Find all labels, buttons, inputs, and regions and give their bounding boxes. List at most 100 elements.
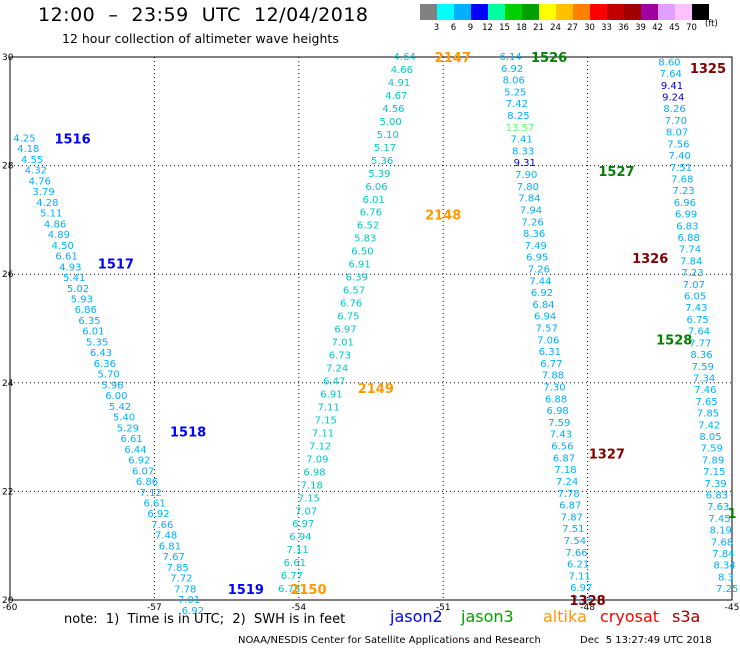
swh-value: 6.77 (540, 359, 562, 370)
swh-value: 6.00 (105, 391, 127, 402)
swh-value: 7.25 (716, 584, 738, 595)
swh-value: 7.41 (510, 135, 532, 146)
swh-value: 7.59 (701, 444, 723, 455)
footnote: note: 1) Time is in UTC; 2) SWH is in fe… (64, 612, 346, 627)
pass-number: 1 (727, 507, 736, 522)
swh-value: 7.56 (667, 139, 689, 150)
legend-label: 45 (669, 23, 680, 33)
swh-value: 7.23 (672, 186, 694, 197)
swh-value: 13.57 (506, 123, 535, 134)
swh-value: 6.92 (531, 288, 553, 299)
swh-value: 6.84 (532, 300, 554, 311)
swh-value: 4.91 (388, 78, 410, 89)
data-points: 4.254.184.554.324.763.794.285.114.864.89… (13, 52, 738, 617)
swh-value: 6.01 (363, 195, 385, 206)
legend-swatch (624, 4, 641, 20)
swh-value: 6.31 (539, 347, 561, 358)
swh-value: 8.34 (713, 561, 735, 572)
satellite-name: jason3 (461, 607, 514, 626)
legend-label: 15 (499, 23, 510, 33)
swh-value: 6.73 (329, 351, 351, 362)
legend-swatch (607, 4, 624, 20)
pass-number: 1526 (531, 51, 567, 66)
swh-value: 5.39 (368, 169, 390, 180)
swh-value: 7.89 (702, 455, 724, 466)
swh-value: 7.23 (681, 268, 703, 279)
swh-value: 7.66 (151, 520, 173, 531)
swh-value: 4.66 (391, 65, 413, 76)
satellite-name: altika (543, 607, 587, 626)
swh-value: 7.45 (708, 514, 730, 525)
swh-value: 7.84 (518, 194, 540, 205)
satellite-name: cryosat (600, 607, 660, 626)
swh-value: 7.54 (564, 536, 586, 547)
swh-value: 7.68 (711, 537, 733, 548)
swh-value: 6.61 (143, 498, 165, 509)
swh-value: 7.49 (525, 241, 547, 252)
swh-value: 8.19 (710, 526, 732, 537)
swh-value: 6.98 (547, 406, 569, 417)
swh-value: 7.78 (174, 584, 196, 595)
swh-value: 4.55 (21, 155, 43, 166)
legend-label: 18 (516, 23, 527, 33)
swh-value: 9.24 (662, 93, 684, 104)
swh-value: 6.97 (292, 519, 314, 530)
legend-swatch (437, 4, 454, 20)
swh-value: 6.78 (278, 584, 300, 595)
swh-value: 7.67 (163, 552, 185, 563)
swh-value: 8.25 (507, 111, 529, 122)
swh-value: 6.57 (343, 286, 365, 297)
swh-value: 8.36 (523, 229, 545, 240)
legend-swatch (556, 4, 573, 20)
pass-number: 1527 (598, 165, 634, 180)
swh-value: 7.01 (178, 595, 200, 606)
swh-value: 8.07 (666, 128, 688, 139)
swh-value: 6.91 (320, 389, 342, 400)
swh-value: 6.92 (182, 606, 204, 617)
swh-value: 6.88 (545, 394, 567, 405)
swh-value: 6.83 (676, 221, 698, 232)
swh-value: 4.28 (36, 198, 58, 209)
swh-value: 4.32 (25, 166, 47, 177)
swh-value: 7.24 (556, 477, 578, 488)
swh-value: 4.89 (48, 230, 70, 241)
swh-value: 7.15 (703, 467, 725, 478)
grid-lines (10, 57, 732, 600)
swh-value: 4.67 (385, 91, 407, 102)
legend-label: 21 (533, 23, 544, 33)
y-tick-label: 28 (2, 162, 14, 172)
swh-value: 8.05 (699, 432, 721, 443)
legend-label: 12 (482, 23, 493, 33)
swh-value: 6.92 (147, 509, 169, 520)
legend-label: 39 (635, 23, 646, 33)
x-tick-label: -60 (3, 603, 18, 613)
pass-number: 1517 (98, 257, 134, 272)
swh-value: 4.76 (29, 176, 51, 187)
axis-ticks: -60 -57 -54 -51 -48 -45 20 22 24 26 28 30 (2, 53, 739, 613)
swh-value: 7.01 (332, 338, 354, 349)
swh-value: 7.87 (561, 512, 583, 523)
y-tick-label: 30 (2, 53, 14, 63)
legend-label: 42 (652, 23, 663, 33)
swh-value: 6.61 (121, 434, 143, 445)
swh-value: 6.06 (365, 182, 387, 193)
swh-value: 6.76 (340, 299, 362, 310)
pass-number: 1325 (690, 62, 726, 77)
swh-value: 7.51 (562, 524, 584, 535)
swh-value: 6.76 (360, 208, 382, 219)
swh-value: 6.81 (159, 541, 181, 552)
swh-value: 7.25 (572, 595, 594, 606)
swh-value: 6.47 (323, 376, 345, 387)
legend-swatch (658, 4, 675, 20)
legend-swatch (539, 4, 556, 20)
chart-subtitle: 12 hour collection of altimeter wave hei… (62, 31, 339, 46)
swh-value: 7.26 (521, 217, 543, 228)
swh-value: 6.61 (55, 252, 77, 263)
swh-value: 6.43 (90, 348, 112, 359)
swh-value: 6.92 (501, 64, 523, 75)
swh-value: 4.25 (13, 133, 35, 144)
x-tick-label: -45 (725, 603, 740, 613)
y-tick-label: 22 (2, 487, 13, 497)
swh-value: 6.99 (675, 210, 697, 221)
swh-value: 5.40 (113, 413, 135, 424)
